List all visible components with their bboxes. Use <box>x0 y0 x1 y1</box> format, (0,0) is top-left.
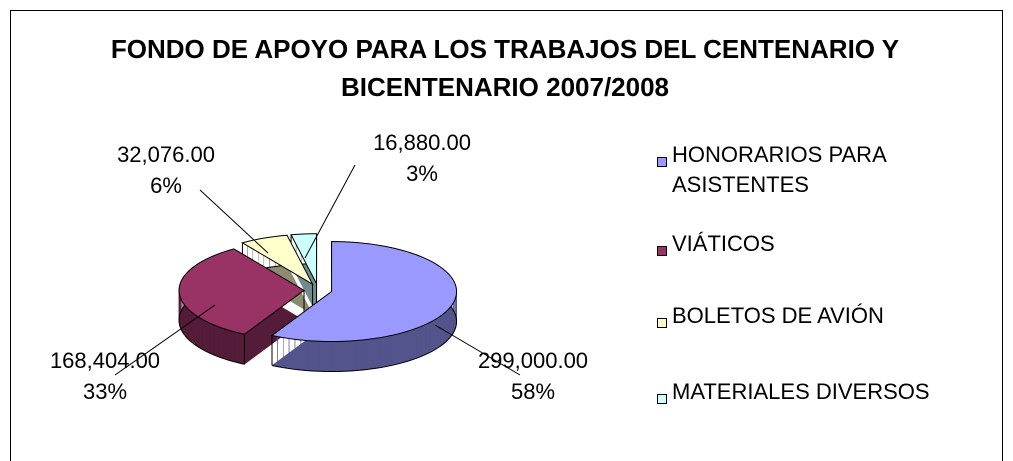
data-label: 32,076.00 <box>117 142 215 167</box>
chart-frame <box>10 10 1003 461</box>
legend-label: HONORARIOS PARA ASISTENTES <box>672 142 886 197</box>
data-label-percent: 6% <box>150 173 182 198</box>
data-label-percent: 58% <box>511 379 555 404</box>
legend-label: BOLETOS DE AVIÓN <box>672 303 884 328</box>
leader-line <box>434 324 521 376</box>
leader-line <box>304 164 356 259</box>
data-label: 16,880.00 <box>373 130 471 155</box>
legend-swatch <box>657 318 667 328</box>
slice <box>270 241 458 343</box>
leader-line <box>199 189 269 254</box>
slice <box>178 248 305 335</box>
slice <box>241 234 314 286</box>
data-label: 299,000.00 <box>478 348 588 373</box>
data-label-percent: 33% <box>83 379 127 404</box>
legend-label: MATERIALES DIVERSOS <box>672 379 930 404</box>
legend-swatch <box>657 157 667 167</box>
leader-line <box>114 304 216 376</box>
data-label-percent: 3% <box>406 161 438 186</box>
slice <box>290 233 318 284</box>
legend-swatch <box>657 246 667 256</box>
legend-swatch <box>657 394 667 404</box>
data-label: 168,404.00 <box>50 348 160 373</box>
legend-label: VIÁTICOS <box>672 231 775 256</box>
chart-title: FONDO DE APOYO PARA LOS TRABAJOS DEL CEN… <box>110 34 900 102</box>
